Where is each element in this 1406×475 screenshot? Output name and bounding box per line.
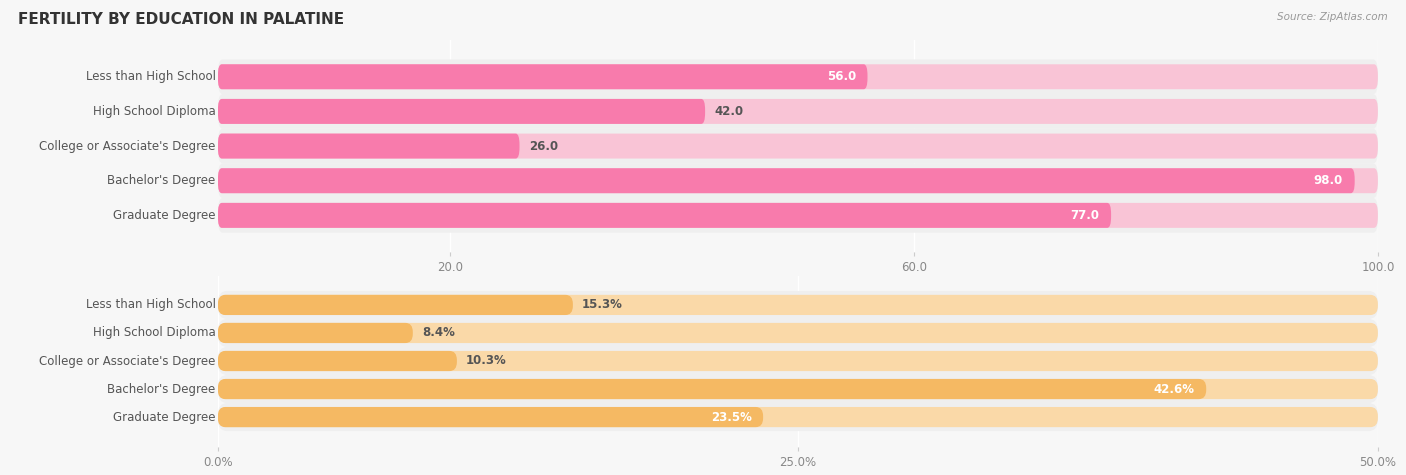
FancyBboxPatch shape <box>218 94 1378 129</box>
Text: High School Diploma: High School Diploma <box>93 326 215 340</box>
FancyBboxPatch shape <box>218 379 1378 399</box>
Text: 42.0: 42.0 <box>714 105 744 118</box>
Text: FERTILITY BY EDUCATION IN PALATINE: FERTILITY BY EDUCATION IN PALATINE <box>18 12 344 27</box>
Text: 98.0: 98.0 <box>1313 174 1343 187</box>
FancyBboxPatch shape <box>218 64 868 89</box>
FancyBboxPatch shape <box>218 351 457 371</box>
Text: Bachelor's Degree: Bachelor's Degree <box>107 382 215 396</box>
Text: Less than High School: Less than High School <box>86 298 215 312</box>
FancyBboxPatch shape <box>218 407 1378 427</box>
FancyBboxPatch shape <box>218 351 1378 371</box>
Text: 23.5%: 23.5% <box>710 410 752 424</box>
FancyBboxPatch shape <box>218 59 1378 94</box>
Text: College or Associate's Degree: College or Associate's Degree <box>39 140 215 152</box>
Text: 56.0: 56.0 <box>827 70 856 83</box>
FancyBboxPatch shape <box>218 168 1378 193</box>
FancyBboxPatch shape <box>218 99 704 124</box>
Text: Graduate Degree: Graduate Degree <box>112 209 215 222</box>
Text: 15.3%: 15.3% <box>582 298 623 312</box>
FancyBboxPatch shape <box>218 133 1378 159</box>
FancyBboxPatch shape <box>218 129 1378 163</box>
Text: 8.4%: 8.4% <box>422 326 456 340</box>
FancyBboxPatch shape <box>218 407 763 427</box>
FancyBboxPatch shape <box>218 203 1111 228</box>
Text: Less than High School: Less than High School <box>86 70 215 83</box>
Text: 42.6%: 42.6% <box>1153 382 1195 396</box>
FancyBboxPatch shape <box>218 323 1378 343</box>
FancyBboxPatch shape <box>218 347 1378 375</box>
FancyBboxPatch shape <box>218 99 1378 124</box>
FancyBboxPatch shape <box>218 319 1378 347</box>
FancyBboxPatch shape <box>218 295 572 315</box>
FancyBboxPatch shape <box>218 64 1378 89</box>
FancyBboxPatch shape <box>218 379 1206 399</box>
Text: 77.0: 77.0 <box>1070 209 1099 222</box>
Text: 10.3%: 10.3% <box>467 354 508 368</box>
FancyBboxPatch shape <box>218 133 520 159</box>
Text: High School Diploma: High School Diploma <box>93 105 215 118</box>
Text: 26.0: 26.0 <box>529 140 558 152</box>
FancyBboxPatch shape <box>218 323 413 343</box>
FancyBboxPatch shape <box>218 291 1378 319</box>
Text: College or Associate's Degree: College or Associate's Degree <box>39 354 215 368</box>
Text: Graduate Degree: Graduate Degree <box>112 410 215 424</box>
FancyBboxPatch shape <box>218 403 1378 431</box>
FancyBboxPatch shape <box>218 203 1378 228</box>
FancyBboxPatch shape <box>218 295 1378 315</box>
Text: Bachelor's Degree: Bachelor's Degree <box>107 174 215 187</box>
Text: Source: ZipAtlas.com: Source: ZipAtlas.com <box>1277 12 1388 22</box>
FancyBboxPatch shape <box>218 375 1378 403</box>
FancyBboxPatch shape <box>218 163 1378 198</box>
FancyBboxPatch shape <box>218 168 1355 193</box>
FancyBboxPatch shape <box>218 198 1378 233</box>
